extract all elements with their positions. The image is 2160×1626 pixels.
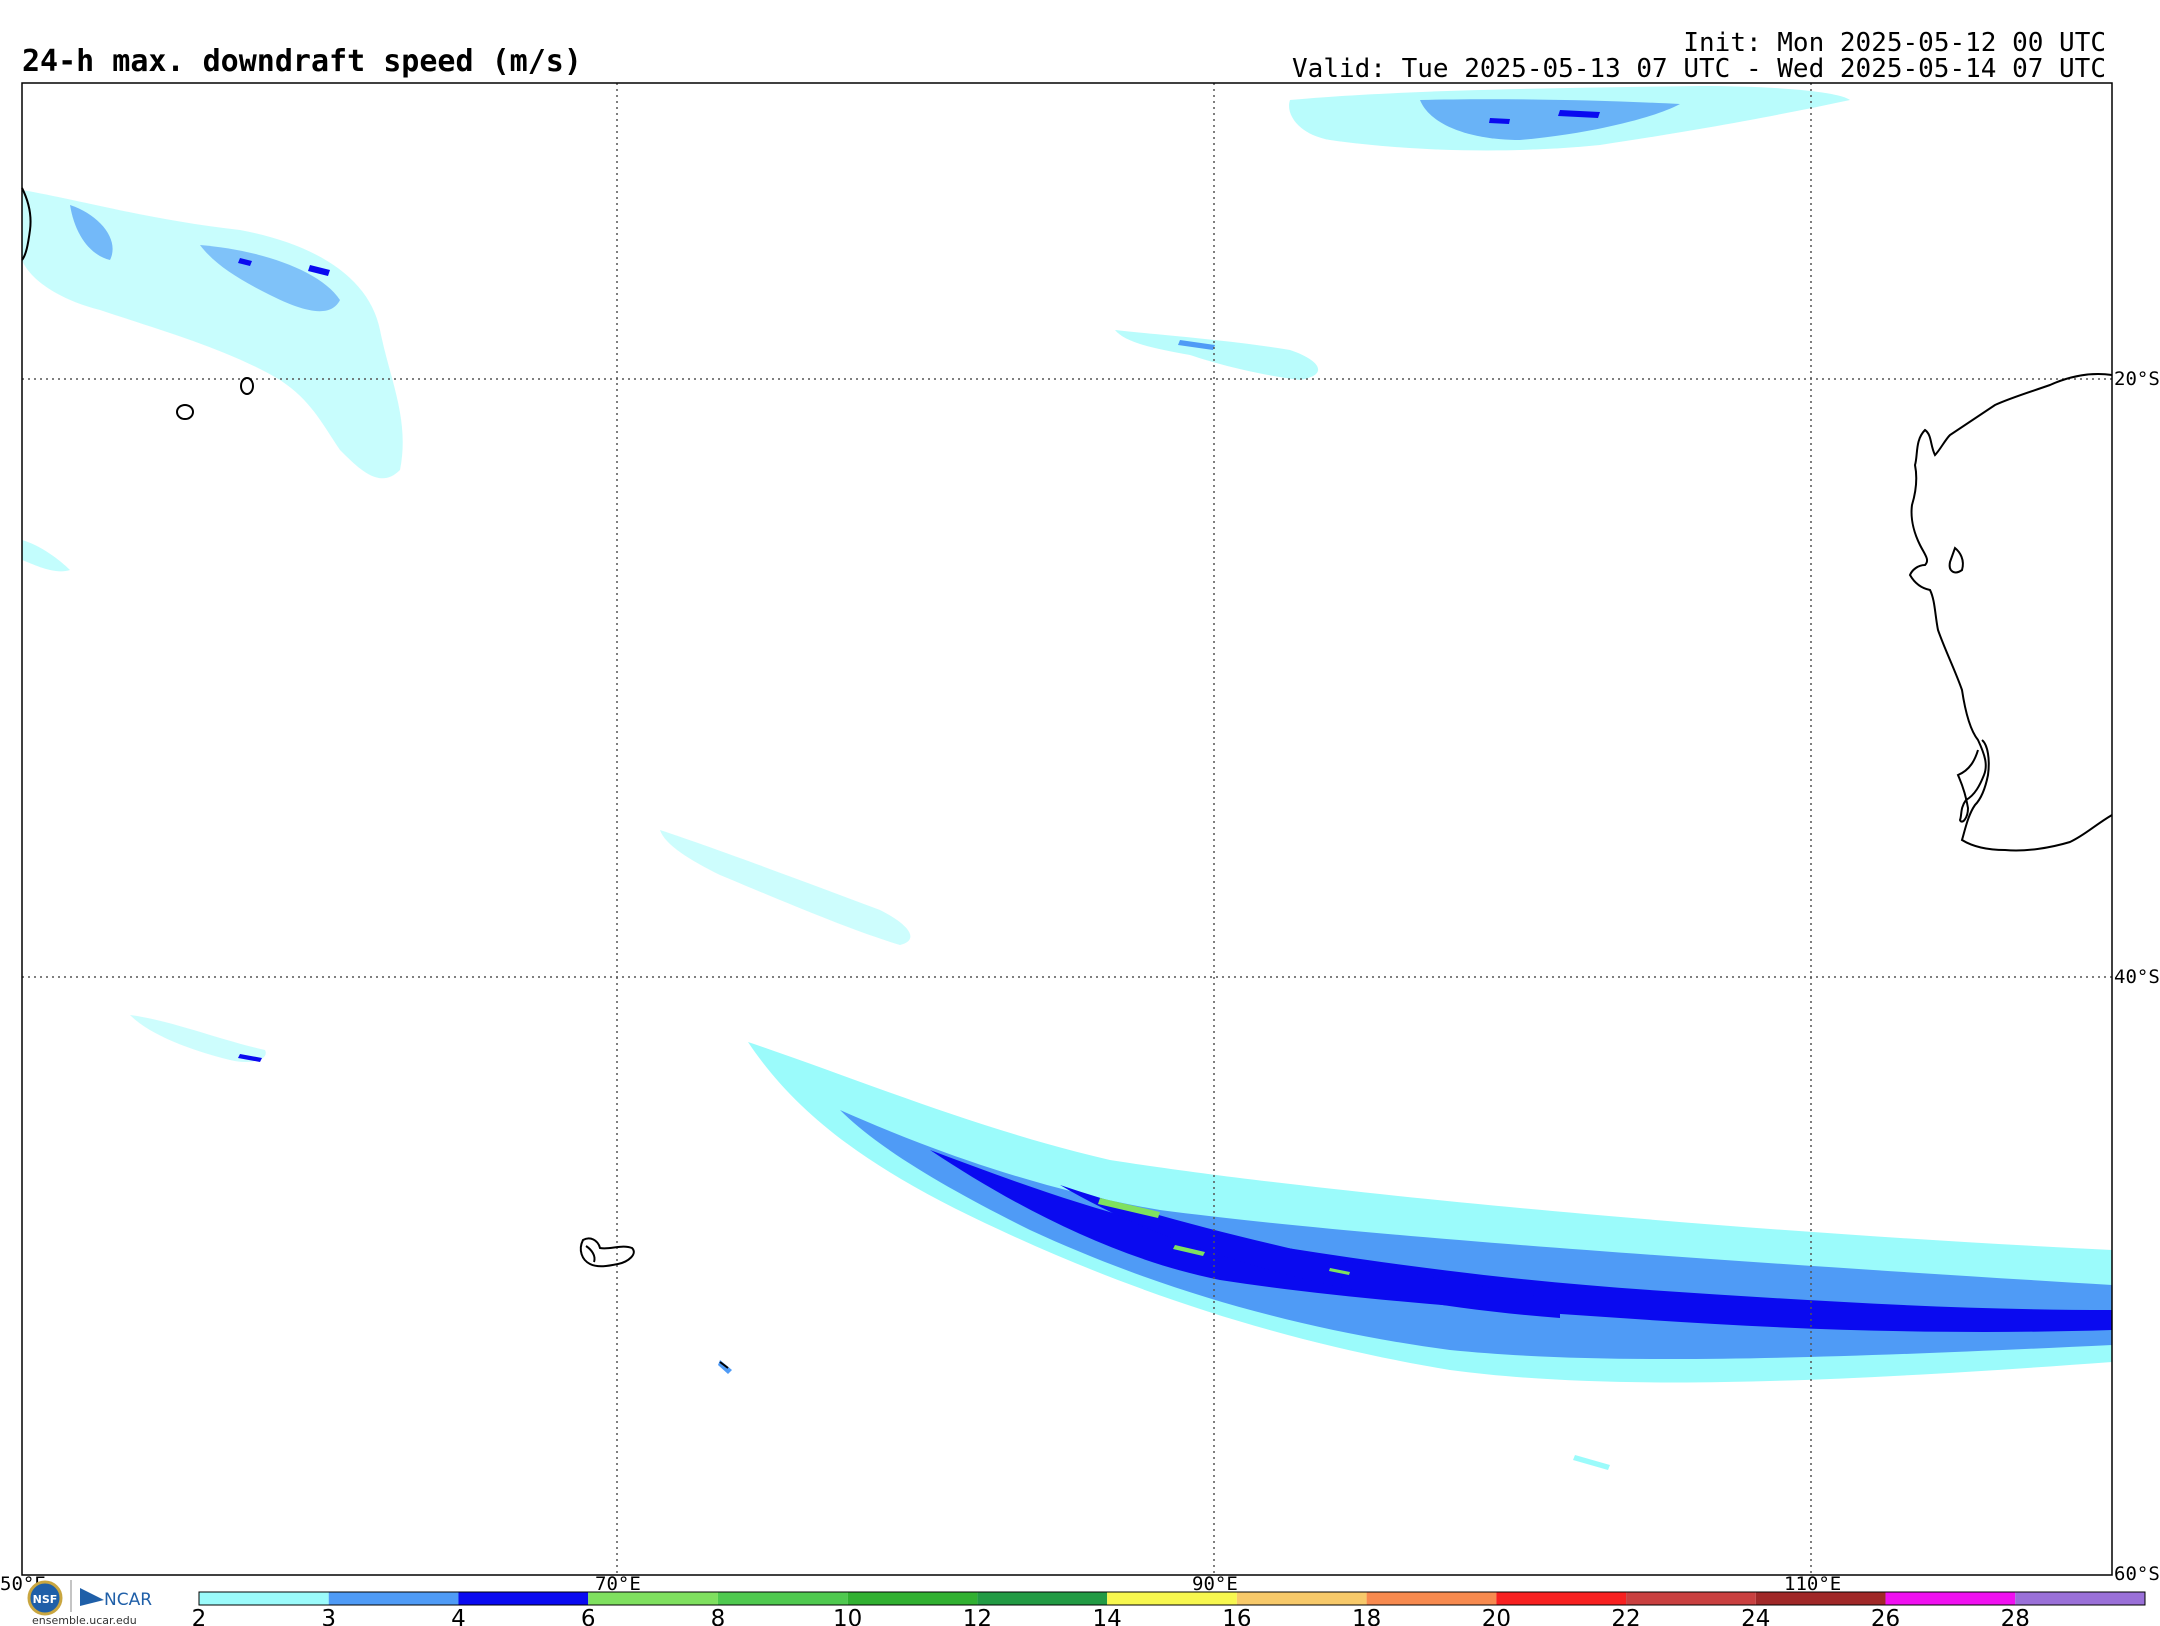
lat-label-60s: 60°S (2114, 1563, 2160, 1585)
colorbar-swatch (328, 1592, 459, 1605)
colorbar-swatch (458, 1592, 589, 1605)
colorbar-tick-label: 3 (321, 1606, 336, 1626)
australia-coast (1908, 373, 2113, 823)
colorbar-tick-label: 14 (1092, 1606, 1121, 1626)
map-title: 24-h max. downdraft speed (m/s) (22, 44, 582, 79)
colorbar-tick-label: 20 (1482, 1606, 1511, 1626)
colorbar-frame (198, 1591, 2146, 1606)
colorbar-swatch (847, 1592, 978, 1605)
colorbar-swatch (2015, 1592, 2145, 1605)
colorbar-tick-label: 6 (581, 1606, 596, 1626)
nsf-text: NSF (33, 1593, 58, 1606)
colorbar-tick-label: 26 (1871, 1606, 1900, 1626)
lon-label-90e: 90°E (1192, 1573, 1238, 1595)
colorbar-swatch (1885, 1592, 2016, 1605)
madagascar-coast (21, 187, 32, 261)
lat-label-20s: 20°S (2114, 368, 2160, 390)
colorbar-tick-label: 2 (192, 1606, 207, 1626)
valid-time: Valid: Tue 2025-05-13 07 UTC - Wed 2025-… (1292, 54, 2106, 84)
colorbar-tick-label: 22 (1611, 1606, 1640, 1626)
colorbar-swatch (1236, 1592, 1367, 1605)
colorbar-swatch (1626, 1592, 1756, 1605)
lat-label-40s: 40°S (2114, 966, 2160, 988)
colorbar-swatch (1366, 1592, 1497, 1605)
colorbar-tick-label: 16 (1222, 1606, 1251, 1626)
ncar-text: NCAR (104, 1590, 152, 1610)
colorbar-tick-label: 18 (1352, 1606, 1381, 1626)
nsf-logo-icon (27, 1580, 63, 1616)
lon-label-70e: 70°E (595, 1573, 641, 1595)
colorbar: 2 3 4 6 8 10 12 14 16 18 20 22 24 26 28 (192, 1591, 2146, 1626)
colorbar-swatch (1755, 1592, 1886, 1605)
ncar-logo-icon (80, 1588, 104, 1606)
forecast-times: Init: Mon 2025-05-12 00 UTC Valid: Tue 2… (1292, 30, 2106, 82)
reunion-island (176, 404, 194, 420)
colorbar-tick-label: 8 (711, 1606, 726, 1626)
band-3ms (840, 1110, 2112, 1360)
colorbar-tick-label: 24 (1741, 1606, 1770, 1626)
init-time: Init: Mon 2025-05-12 00 UTC (1683, 28, 2106, 58)
lon-label-110e: 110°E (1784, 1573, 1841, 1595)
colorbar-swatch (199, 1592, 329, 1605)
colorbar-tick-label: 4 (451, 1606, 466, 1626)
kerguelen-island (579, 1237, 635, 1268)
colorbar-swatch (1107, 1592, 1237, 1605)
colorbar-swatch (1496, 1592, 1627, 1605)
site-url: ensemble.ucar.edu (32, 1614, 137, 1626)
nw-patch (22, 190, 403, 479)
mauritius-island (240, 377, 254, 395)
colorbar-swatch (588, 1592, 718, 1605)
colorbar-swatch (977, 1592, 1108, 1605)
colorbar-swatch (717, 1592, 848, 1605)
colorbar-tick-label: 12 (963, 1606, 992, 1626)
colorbar-tick-label: 10 (833, 1606, 862, 1626)
coastlines (21, 187, 2113, 1369)
graticule (22, 83, 2112, 1575)
colorbar-tick-label: 28 (2001, 1606, 2030, 1626)
map-frame (21, 82, 2113, 1576)
downdraft-field (22, 86, 2112, 1470)
nsf-ncar-logo: NSF NCAR ensemble.ucar.edu (27, 1580, 152, 1626)
band-6ms (1098, 1198, 1160, 1218)
